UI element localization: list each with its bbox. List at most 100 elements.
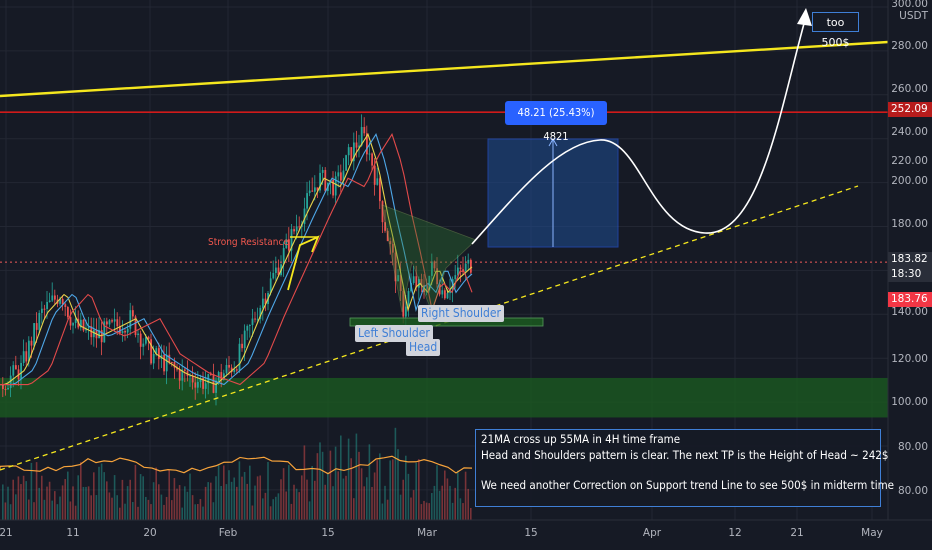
volume-bar bbox=[80, 462, 82, 520]
volume-bar bbox=[212, 502, 215, 520]
candle-body bbox=[189, 375, 191, 377]
x-axis-tick: 11 bbox=[66, 527, 80, 539]
volume-bar bbox=[319, 442, 321, 520]
hs-pattern-shape bbox=[381, 204, 477, 314]
y-axis-tick: 140.00 bbox=[891, 306, 928, 318]
candle-body bbox=[108, 320, 111, 325]
candle-body bbox=[129, 310, 132, 329]
volume-bar bbox=[184, 486, 186, 520]
candle-body bbox=[415, 276, 418, 288]
candle-body bbox=[176, 367, 178, 370]
candle-body bbox=[363, 126, 366, 134]
volume-bar bbox=[436, 465, 438, 520]
volume-bar bbox=[137, 506, 139, 520]
volume-bar bbox=[15, 494, 17, 520]
volume-bar bbox=[132, 501, 134, 520]
candle-body bbox=[2, 384, 4, 390]
y-axis-tick: 300.00 bbox=[891, 0, 928, 10]
candle-body bbox=[238, 343, 241, 371]
volume-bar bbox=[12, 479, 14, 520]
candle-body bbox=[311, 190, 314, 192]
candle-body bbox=[272, 272, 275, 279]
volume-bar bbox=[454, 487, 456, 520]
volume-bar bbox=[173, 478, 176, 520]
volume-bar bbox=[124, 503, 126, 520]
candle-body bbox=[457, 267, 459, 276]
right-shoulder-label: Right Shoulder bbox=[418, 305, 504, 322]
volume-bar bbox=[433, 485, 436, 520]
volume-bar bbox=[308, 501, 311, 520]
volume-bar bbox=[368, 444, 371, 520]
y-axis-tick: 220.00 bbox=[891, 155, 928, 167]
volume-bar bbox=[251, 505, 254, 520]
candle-body bbox=[295, 226, 298, 232]
volume-bar bbox=[334, 446, 337, 520]
volume-bar bbox=[126, 486, 129, 520]
candle-body bbox=[397, 275, 399, 282]
volume-bar bbox=[269, 506, 272, 520]
candle-body bbox=[314, 187, 316, 192]
volume-bar bbox=[259, 475, 261, 520]
candle-body bbox=[259, 307, 262, 320]
volume-bar bbox=[176, 488, 178, 520]
candle-body bbox=[15, 365, 17, 370]
candle-body bbox=[124, 330, 126, 333]
candle-body bbox=[228, 364, 230, 368]
volume-bar bbox=[158, 484, 160, 520]
volume-bar bbox=[464, 471, 467, 520]
volume-bar bbox=[246, 483, 248, 520]
volume-bar bbox=[306, 479, 308, 520]
volume-bar bbox=[431, 493, 433, 520]
volume-bar bbox=[210, 482, 212, 520]
candle-body bbox=[379, 178, 381, 202]
candle-body bbox=[366, 133, 368, 155]
candle-body bbox=[204, 383, 207, 389]
candle-body bbox=[462, 269, 464, 271]
volume-bar bbox=[54, 491, 56, 520]
candle-body bbox=[251, 318, 254, 325]
volume-bar bbox=[106, 481, 108, 520]
x-axis-tick: 15 bbox=[321, 527, 335, 539]
volume-bar bbox=[28, 499, 30, 520]
volume-bar bbox=[7, 486, 9, 520]
volume-bar bbox=[327, 472, 329, 520]
x-axis-tick: Mar bbox=[417, 527, 437, 539]
candle-body bbox=[35, 323, 38, 330]
volume-bar bbox=[48, 481, 51, 520]
volume-bar bbox=[51, 500, 53, 520]
candle-body bbox=[431, 261, 433, 276]
volume-bar bbox=[373, 472, 376, 520]
volume-bar bbox=[95, 495, 98, 520]
candle-body bbox=[173, 362, 176, 368]
candle-body bbox=[433, 261, 436, 269]
candle-body bbox=[111, 320, 113, 322]
volume-bar bbox=[277, 493, 280, 520]
volume-bar bbox=[98, 466, 100, 520]
volume-bar bbox=[150, 504, 152, 520]
volume-bar bbox=[189, 473, 191, 520]
candle-body bbox=[376, 178, 379, 185]
candle-body bbox=[249, 324, 251, 326]
volume-bar bbox=[87, 486, 90, 520]
volume-bar bbox=[163, 504, 165, 520]
volume-bar bbox=[311, 465, 313, 520]
candle-body bbox=[412, 276, 415, 283]
volume-bar bbox=[397, 449, 399, 520]
volume-bar bbox=[272, 499, 274, 520]
volume-bar bbox=[139, 474, 142, 520]
volume-bar bbox=[61, 485, 64, 520]
volume-bar bbox=[69, 501, 72, 520]
volume-bar bbox=[82, 486, 85, 520]
volume-bar bbox=[298, 492, 300, 520]
volume-bar bbox=[342, 478, 345, 520]
candle-body bbox=[420, 279, 423, 286]
candle-body bbox=[334, 176, 337, 196]
head-label: Head bbox=[406, 339, 441, 356]
candle-body bbox=[243, 330, 246, 349]
volume-bar bbox=[399, 494, 402, 520]
y-axis-tick: 80.00 bbox=[897, 441, 928, 453]
volume-bar bbox=[301, 475, 303, 520]
volume-bar bbox=[223, 465, 225, 520]
candle-body bbox=[210, 374, 212, 376]
